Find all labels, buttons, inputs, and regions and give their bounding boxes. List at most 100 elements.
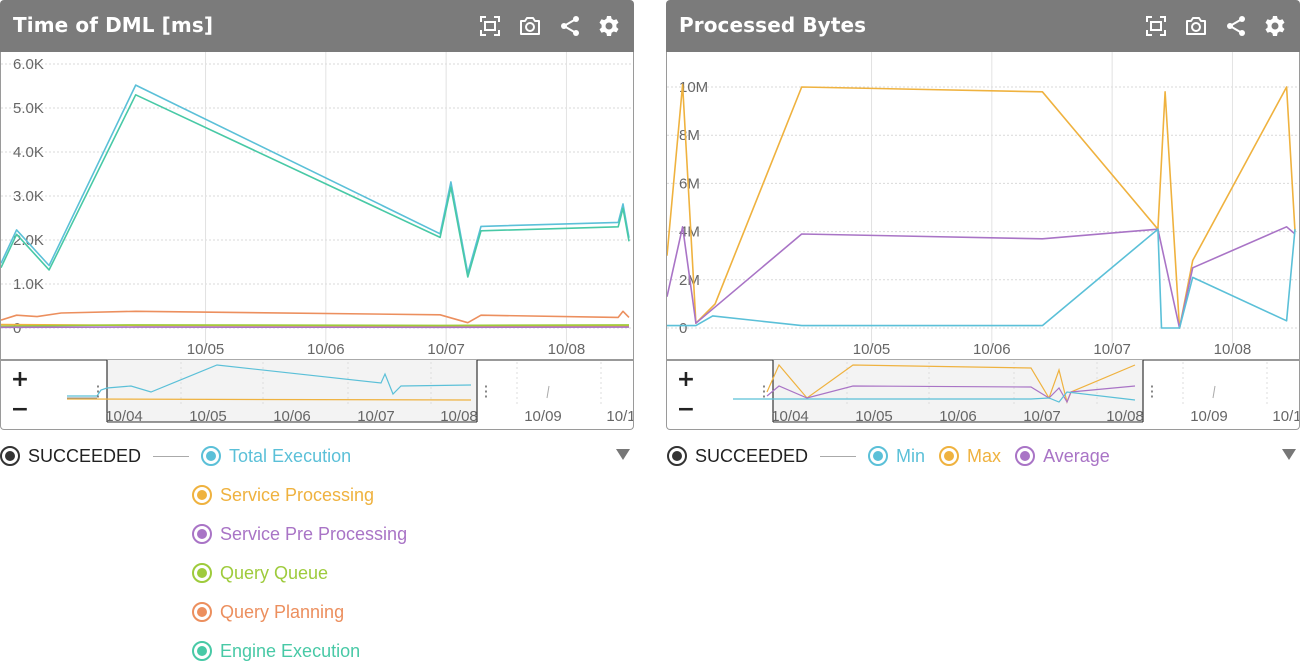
legend-row: Service Processing [192, 480, 374, 510]
y-tick-label: 0 [13, 320, 21, 337]
legend-dot[interactable] [1015, 446, 1036, 466]
series-line-total-execution[interactable] [1, 84, 630, 275]
legend-status-dot[interactable] [667, 446, 687, 466]
y-tick-label: 6M [679, 175, 700, 192]
y-tick-label: 4.0K [13, 144, 44, 161]
panel-title: Time of DML [ms] [13, 13, 214, 37]
range-navigator[interactable]: ⋮ ⋮ 10/04 10/05 10/06 10/07 10/08 10/09 … [667, 359, 1300, 425]
navigator-date: 10/04 [105, 408, 143, 425]
panel-header: Processed Bytes [666, 0, 1300, 52]
y-tick-label: 5.0K [13, 100, 44, 117]
fullscreen-icon[interactable] [1144, 14, 1168, 38]
chart-panel-time-of-dml: Time of DML [ms] 0 1.0K 2.0K 3.0K 4.0K 5.0K 6.… [0, 0, 634, 430]
legend-row: Engine Execution [192, 636, 360, 661]
navigator-date: 10/08 [440, 408, 478, 425]
x-tick-label: 10/05 [187, 341, 225, 358]
legend-connector [153, 455, 190, 457]
legend-dot[interactable] [192, 485, 212, 505]
gear-icon[interactable] [1263, 14, 1287, 38]
series-line-engine-execution[interactable] [1, 93, 630, 278]
share-icon[interactable] [558, 14, 582, 38]
camera-icon[interactable] [1184, 14, 1208, 38]
legend-dot[interactable] [192, 602, 212, 622]
series-line-min[interactable] [667, 228, 1296, 329]
legend-status-label[interactable]: SUCCEEDED [28, 445, 142, 466]
legend-row: Query Queue [192, 558, 328, 588]
y-tick-label: 10M [679, 79, 708, 96]
y-tick-label: 3.0K [13, 188, 44, 205]
legend-dot[interactable] [192, 524, 212, 544]
x-tick-label: 10/08 [1214, 341, 1252, 358]
range-navigator[interactable]: ⋮ ⋮ 10/04 10/05 10/06 10/07 10/08 10/09 … [1, 359, 634, 425]
plot-area[interactable]: 0 2M 4M 6M 8M 10M 10/05 10/06 10/07 10/08 [666, 52, 1300, 430]
navigator-date: 10/04 [771, 408, 809, 425]
legend-item-total-execution[interactable]: Total Execution [229, 445, 352, 466]
legend-dot[interactable] [192, 641, 212, 661]
series-line-average[interactable] [667, 226, 1296, 329]
legend-dot[interactable] [192, 563, 212, 583]
x-tick-label: 10/05 [853, 341, 891, 358]
y-tick-label: 1.0K [13, 276, 44, 293]
legend-item-query-queue[interactable]: Query Queue [220, 562, 329, 583]
legend-collapse-caret-icon[interactable] [614, 446, 632, 462]
legend-group-row: SUCCEEDED Min Max Average [667, 441, 1110, 471]
y-tick-label: 0 [679, 320, 687, 337]
legend-item-max[interactable]: Max [967, 445, 1002, 466]
navigator-handle-left[interactable]: ⋮ [757, 383, 772, 400]
navigator-handle-right[interactable]: ⋮ [1145, 383, 1160, 400]
navigator-date: 10/09 [1190, 408, 1228, 425]
navigator-date: 10/06 [273, 408, 311, 425]
y-tick-label: 2.0K [13, 232, 44, 249]
camera-icon[interactable] [518, 14, 542, 38]
legend-collapse-caret-icon[interactable] [1280, 446, 1298, 462]
navigator-date: 10/09 [524, 408, 562, 425]
legend-item-query-planning[interactable]: Query Planning [220, 601, 345, 622]
gear-icon[interactable] [597, 14, 621, 38]
panel-header: Time of DML [ms] [0, 0, 634, 52]
legend-row: Service Pre Processing [192, 519, 407, 549]
x-tick-label: 10/07 [1093, 341, 1131, 358]
legend-group-row: SUCCEEDED Total Execution [0, 441, 351, 471]
zoom-out-button[interactable]: − [11, 397, 29, 422]
legend-connector [820, 455, 857, 457]
navigator-date: 10/08 [1106, 408, 1144, 425]
series-line-query-queue[interactable] [1, 324, 630, 327]
plot-area[interactable]: 0 1.0K 2.0K 3.0K 4.0K 5.0K 6.0K 10/05 10/06 10/07… [0, 52, 634, 430]
series-line-query-planning[interactable] [1, 310, 630, 324]
navigator-date: 10/06 [939, 408, 977, 425]
x-tick-label: 10/06 [307, 341, 345, 358]
y-tick-label: 6.0K [13, 56, 44, 73]
legend-dot[interactable] [868, 446, 889, 466]
legend-item-engine-execution[interactable]: Engine Execution [220, 640, 361, 661]
fullscreen-icon[interactable] [478, 14, 502, 38]
navigator-date: 10/07 [1023, 408, 1061, 425]
legend-row: Query Planning [192, 597, 344, 627]
navigator-date: 10/1 [1272, 408, 1300, 425]
navigator-date: 10/1 [606, 408, 634, 425]
legend-status-dot[interactable] [0, 446, 20, 466]
legend-item-service-pre-processing[interactable]: Service Pre Processing [220, 523, 408, 544]
navigator-handle-left[interactable]: ⋮ [91, 383, 106, 400]
navigator-date: 10/07 [357, 408, 395, 425]
y-tick-label: 8M [679, 127, 700, 144]
panel-title: Processed Bytes [679, 13, 867, 37]
zoom-in-button[interactable]: + [11, 367, 29, 392]
x-tick-label: 10/07 [427, 341, 465, 358]
legend-item-min[interactable]: Min [896, 445, 926, 466]
navigator-handle-right[interactable]: ⋮ [479, 383, 494, 400]
series-line-max[interactable] [667, 83, 1296, 329]
zoom-in-button[interactable]: + [677, 367, 695, 392]
zoom-out-button[interactable]: − [677, 397, 695, 422]
legend-item-service-processing[interactable]: Service Processing [220, 484, 375, 505]
x-tick-label: 10/06 [973, 341, 1011, 358]
legend-dot[interactable] [201, 446, 222, 466]
navigator-date: 10/05 [189, 408, 227, 425]
chart-panel-processed-bytes: Processed Bytes 0 2M 4M 6M 8M 10M 10/05 10/06 10… [666, 0, 1300, 430]
time-of-dml-chart[interactable]: 0 1.0K 2.0K 3.0K 4.0K 5.0K 6.0K 10/05 10/06 10/07… [1, 52, 634, 430]
legend-item-average[interactable]: Average [1043, 445, 1110, 466]
legend-dot[interactable] [939, 446, 960, 466]
share-icon[interactable] [1224, 14, 1248, 38]
legend-status-label[interactable]: SUCCEEDED [695, 445, 809, 466]
navigator-date: 10/05 [855, 408, 893, 425]
